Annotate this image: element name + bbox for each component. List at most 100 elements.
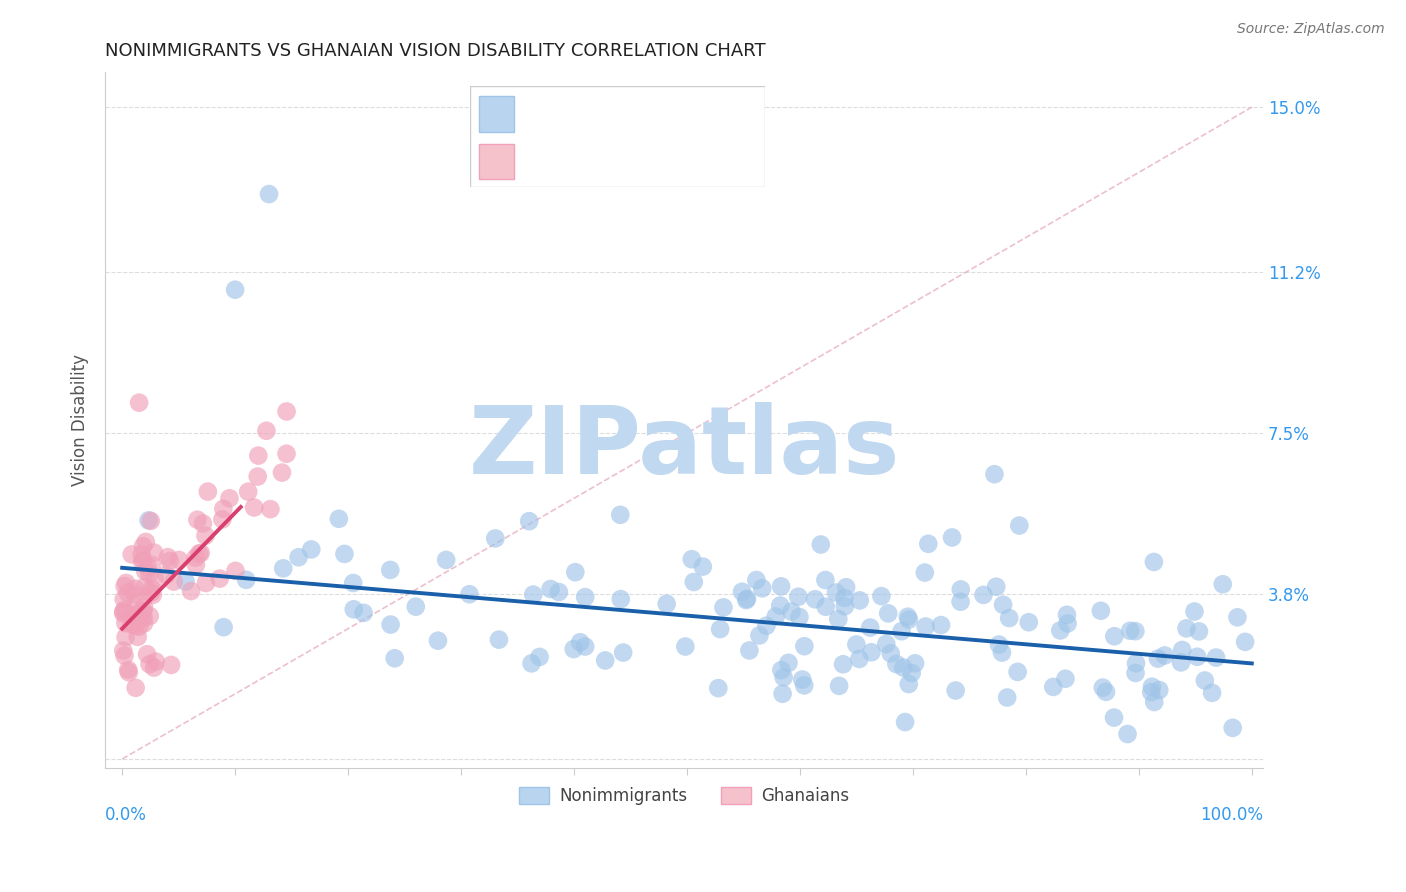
Point [834,591,856,605]
Point [593,653,616,667]
Point [208,572,231,586]
Point [132,599,155,614]
Point [914,566,936,580]
Point [1125,657,1147,671]
Point [1007,665,1029,679]
Point [692,559,714,574]
Point [194,529,217,543]
Point [141,582,163,596]
Point [188,547,211,561]
Point [891,660,914,674]
Point [380,617,402,632]
Point [804,592,827,607]
Point [1234,635,1257,649]
Point [174,574,197,589]
Point [167,553,190,567]
Point [1095,685,1118,699]
Point [458,587,481,601]
Point [254,424,277,438]
Point [988,638,1011,652]
Point [117,663,139,677]
Point [190,546,212,560]
Point [132,553,155,567]
Point [139,609,162,624]
Point [780,605,803,619]
Point [770,579,793,593]
Point [134,580,156,594]
Point [1212,577,1234,591]
Point [1205,650,1227,665]
Point [1185,649,1208,664]
Point [117,586,139,600]
Point [834,599,856,614]
Point [135,535,157,549]
Point [735,591,758,606]
Point [114,630,136,644]
Point [488,632,510,647]
Point [517,514,540,528]
Point [681,552,703,566]
Point [129,605,152,619]
Point [945,683,967,698]
Point [1054,672,1077,686]
Point [405,599,427,614]
Point [197,484,219,499]
Point [121,617,143,632]
Point [529,649,551,664]
Point [1116,727,1139,741]
Point [114,648,136,663]
Y-axis label: Vision Disability: Vision Disability [72,354,89,486]
Point [218,491,240,506]
Point [1056,616,1078,631]
Point [793,678,815,692]
Point [125,607,148,622]
Point [384,651,406,665]
Point [484,532,506,546]
Point [1104,629,1126,643]
Point [141,585,163,599]
Point [143,572,166,586]
Point [124,582,146,596]
Point [142,588,165,602]
Point [713,600,735,615]
Point [276,404,298,418]
Point [904,657,927,671]
Point [941,531,963,545]
Point [184,550,207,565]
Point [276,447,298,461]
Legend: Nonimmigrants, Ghanaians: Nonimmigrants, Ghanaians [513,780,856,812]
Point [131,554,153,568]
Point [1090,604,1112,618]
Point [707,681,730,695]
Point [1008,518,1031,533]
Point [1184,605,1206,619]
Point [138,657,160,672]
Point [574,640,596,654]
Point [859,621,882,635]
Point [655,597,678,611]
Point [121,548,143,562]
Point [259,502,281,516]
Point [900,666,922,681]
Point [156,550,179,565]
Point [814,573,837,587]
Point [1140,685,1163,699]
Point [112,592,135,607]
Point [914,619,936,633]
Point [848,593,870,607]
Point [125,595,148,609]
Point [139,514,162,528]
Point [353,606,375,620]
Point [186,513,208,527]
Point [787,590,810,604]
Point [522,588,544,602]
Point [114,603,136,617]
Point [118,665,141,680]
Point [143,660,166,674]
Point [609,508,631,522]
Point [247,449,270,463]
Point [132,604,155,618]
Point [949,595,972,609]
Point [243,500,266,515]
Point [112,605,135,619]
